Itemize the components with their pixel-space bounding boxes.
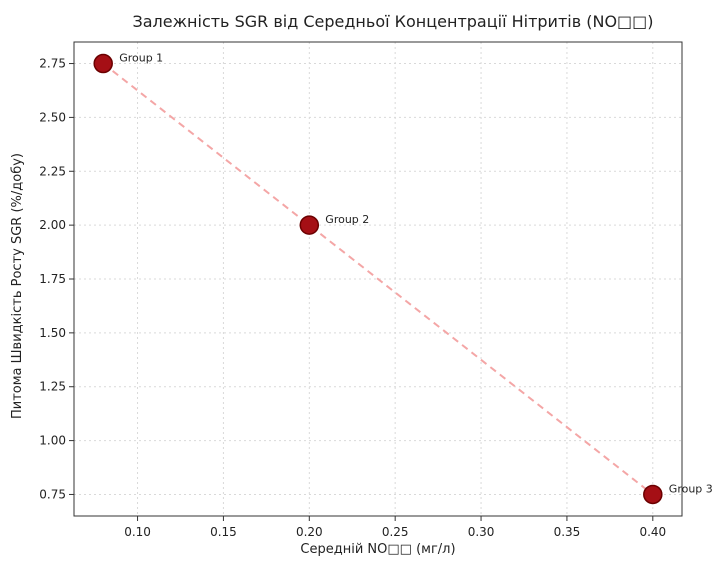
chart-title: Залежність SGR від Середньої Концентраці… [132, 12, 653, 31]
y-tick-label-4: 1.75 [39, 272, 66, 286]
y-tick-label-6: 2.25 [39, 164, 66, 178]
plot-area: Group 1 Group 2 Group 3 [73, 41, 713, 517]
y-tick-label-8: 2.75 [39, 57, 66, 71]
y-tick-label-5: 2.00 [39, 218, 66, 232]
y-tick-label-0: 0.75 [39, 487, 66, 501]
y-tick-label-2: 1.25 [39, 380, 66, 394]
x-axis-label: Середній NO□□ (мг/л) [300, 542, 455, 557]
data-point-3 [643, 484, 663, 505]
trend-line [102, 62, 654, 496]
y-tick-label-3: 1.50 [39, 326, 66, 340]
y-tick-label-7: 2.50 [39, 110, 66, 124]
trend-layer [102, 62, 654, 496]
x-tick-label-4: 0.30 [468, 525, 495, 539]
y-tick-label-1: 1.00 [39, 434, 66, 448]
point-label-1: Group 1 [119, 52, 163, 65]
y-axis-label: Питома Швидкість Росту SGR (%/добу) [10, 153, 25, 419]
point-label-2: Group 2 [325, 213, 369, 226]
data-point-1 [93, 53, 113, 74]
labels-layer: Group 1 Group 2 Group 3 [119, 52, 713, 496]
x-tick-label-1: 0.15 [210, 525, 237, 539]
data-point-2 [299, 215, 320, 235]
points-layer [93, 53, 663, 505]
x-axis-ticks: 0.10 0.15 0.20 0.25 0.30 0.35 0.40 [124, 516, 666, 539]
grid-layer [74, 42, 682, 516]
x-tick-label-3: 0.25 [382, 525, 409, 539]
x-tick-label-5: 0.35 [554, 525, 581, 539]
x-tick-label-0: 0.10 [124, 525, 151, 539]
point-label-3: Group 3 [669, 482, 713, 495]
x-tick-label-2: 0.20 [296, 525, 323, 539]
y-axis-ticks: 0.75 1.00 1.25 1.50 1.75 2.00 2.25 2.50 2.75 [39, 57, 74, 501]
x-tick-label-6: 0.40 [639, 525, 666, 539]
